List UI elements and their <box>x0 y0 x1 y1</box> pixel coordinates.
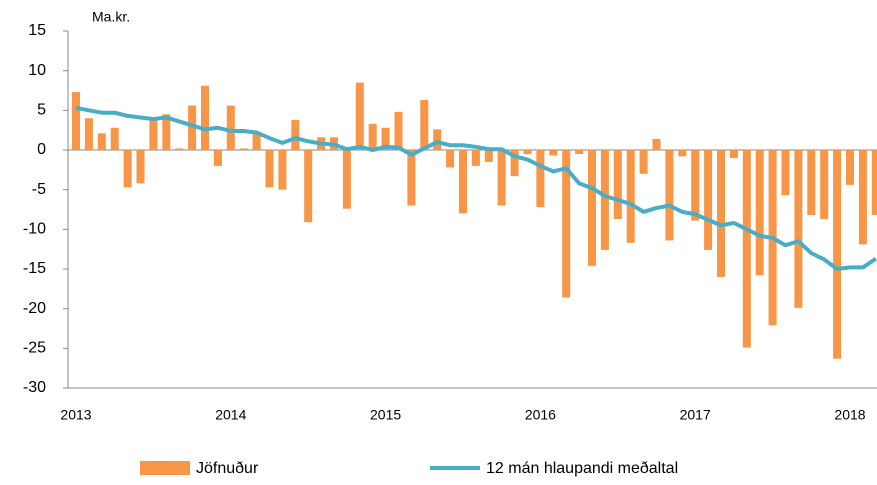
bar <box>72 92 80 150</box>
bar <box>871 150 877 216</box>
legend-label: Jöfnuður <box>196 460 259 477</box>
bar <box>446 150 455 168</box>
y-tick-label: -30 <box>23 379 46 396</box>
bar <box>678 150 687 157</box>
bar <box>188 105 197 150</box>
bar <box>626 150 635 243</box>
bar <box>213 150 222 166</box>
bar <box>729 150 738 158</box>
bar <box>484 150 493 162</box>
bar <box>110 127 119 150</box>
y-tick-label: -25 <box>23 340 46 357</box>
bar <box>355 82 364 150</box>
x-tick-label: 2018 <box>834 407 865 423</box>
x-tick-label: 2015 <box>370 407 401 423</box>
x-tick-label: 2016 <box>525 407 556 423</box>
bar <box>691 150 700 221</box>
legend-label: 12 mán hlaupandi meðaltal <box>486 460 678 477</box>
bar <box>523 150 532 154</box>
bar <box>265 150 274 188</box>
y-tick-label: 5 <box>37 102 46 119</box>
legend-swatch <box>140 461 190 475</box>
bar <box>704 150 713 250</box>
bar <box>394 111 403 150</box>
bar <box>742 150 751 348</box>
bar <box>471 150 480 166</box>
bar <box>381 127 390 150</box>
bar <box>201 85 209 150</box>
bar <box>846 150 854 185</box>
bar <box>149 119 158 150</box>
y-tick-label: -20 <box>23 300 46 317</box>
bar <box>291 119 300 150</box>
bar <box>497 150 506 206</box>
bar <box>717 150 725 277</box>
x-tick-label: 2013 <box>60 407 91 423</box>
bar <box>342 150 351 209</box>
bar <box>639 150 648 174</box>
bar <box>665 150 674 241</box>
bar <box>123 150 132 188</box>
bar <box>588 150 596 266</box>
bar <box>575 150 584 154</box>
y-tick-label: 10 <box>28 62 46 79</box>
bar <box>562 150 571 298</box>
bar <box>459 150 467 214</box>
y-tick-label: -15 <box>23 260 46 277</box>
bar <box>368 123 377 150</box>
bar <box>781 150 790 196</box>
y-tick-label: 15 <box>28 22 46 39</box>
bar <box>652 138 661 150</box>
bar <box>807 150 816 216</box>
bar <box>420 100 429 150</box>
bar <box>794 150 803 308</box>
bar <box>136 150 145 184</box>
bar <box>407 150 416 206</box>
bar <box>252 134 261 150</box>
y-tick-label: 0 <box>37 141 46 158</box>
bar <box>600 150 609 250</box>
line <box>75 105 877 271</box>
bar <box>433 129 442 150</box>
bar <box>755 150 764 276</box>
bar <box>549 150 558 156</box>
bar <box>226 105 235 150</box>
y-tick-label: -5 <box>32 181 46 198</box>
bar <box>97 133 106 150</box>
x-tick-label: 2017 <box>680 407 711 423</box>
bar <box>162 114 171 150</box>
bar <box>820 150 829 220</box>
bar <box>239 148 248 150</box>
bar <box>84 118 93 150</box>
bar <box>304 150 313 223</box>
bar <box>278 150 287 190</box>
bar <box>858 150 867 245</box>
bar <box>175 148 184 150</box>
bar <box>613 150 622 220</box>
bar <box>833 150 842 359</box>
bar <box>510 150 519 177</box>
x-tick-label: 2014 <box>215 407 246 423</box>
unit-label: Ma.kr. <box>92 9 130 25</box>
y-tick-label: -10 <box>23 221 46 238</box>
bar <box>536 150 545 208</box>
